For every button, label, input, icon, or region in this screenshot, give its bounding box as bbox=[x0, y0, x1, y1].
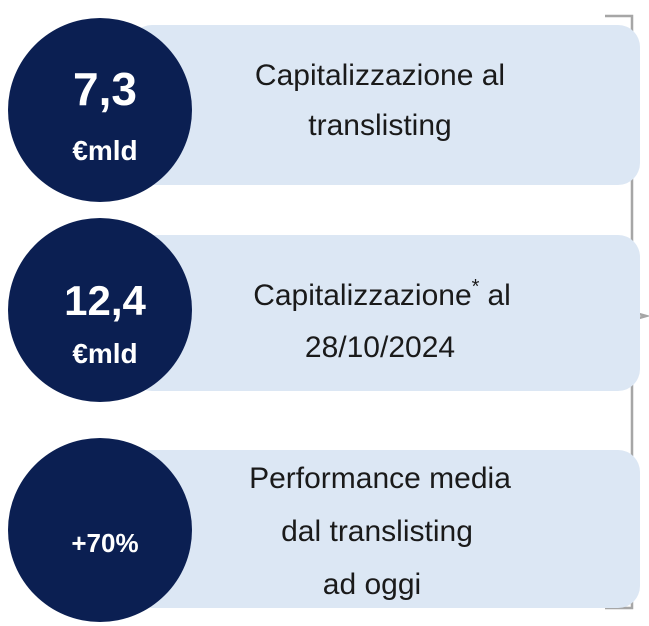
bracket bbox=[605, 14, 649, 610]
item-box bbox=[130, 25, 640, 185]
value-circle bbox=[8, 18, 192, 202]
description: ad oggi bbox=[323, 568, 421, 601]
item-box bbox=[130, 450, 640, 608]
description: Performance media bbox=[249, 462, 511, 495]
description: dal translisting bbox=[281, 515, 473, 548]
footnote-mark: * bbox=[472, 276, 480, 298]
description: 28/10/2024 bbox=[305, 331, 455, 364]
unit: €mld bbox=[72, 338, 137, 369]
description-text: al bbox=[487, 279, 510, 312]
item-box bbox=[130, 235, 640, 391]
value-circle bbox=[8, 218, 192, 402]
unit: €mld bbox=[72, 135, 137, 166]
description-text: Capitalizzazione bbox=[253, 279, 471, 312]
value: 12,4 bbox=[64, 277, 146, 324]
description: translisting bbox=[308, 109, 451, 142]
description: Capitalizzazione* al bbox=[253, 276, 511, 312]
value: +70% bbox=[71, 528, 138, 558]
value: 7,3 bbox=[73, 63, 137, 115]
value-circle bbox=[8, 438, 192, 622]
description: Capitalizzazione al bbox=[255, 59, 505, 92]
